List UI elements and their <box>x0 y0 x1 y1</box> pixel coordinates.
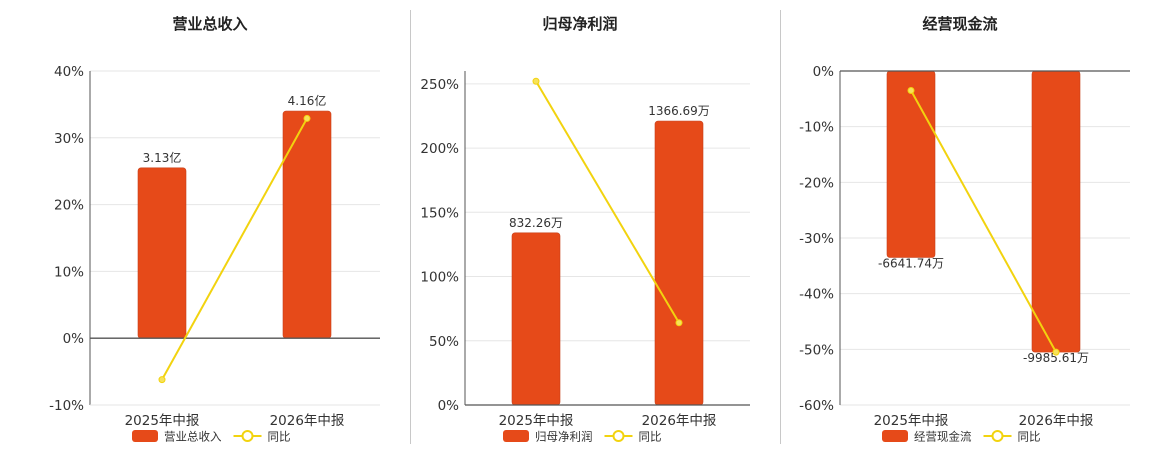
bar <box>886 70 936 258</box>
y-tick-label: -50% <box>799 342 834 358</box>
legend-line-marker <box>612 430 625 442</box>
x-tick-label: 2025年中报 <box>499 413 574 429</box>
panel-divider-2 <box>780 10 781 444</box>
chart-panel-2: 归母净利润 0% 50% 100% 150% 200% 250% 832.26万 1366.69… <box>420 15 750 444</box>
y-tick-label: 100% <box>420 270 459 286</box>
y-tick-label: -60% <box>799 398 834 414</box>
y-tick-label: -40% <box>799 287 834 303</box>
y-tick-label: -30% <box>799 231 834 247</box>
chart-panel-3: 经营现金流 -60% -50% -40% -30% -20% -10% 0% -6641.74万… <box>799 15 1130 444</box>
y-tick-label: 250% <box>420 77 459 93</box>
legend-line-marker <box>241 430 254 442</box>
x-tick-label: 2026年中报 <box>1019 413 1094 429</box>
panel-divider-1 <box>410 10 411 444</box>
line-point <box>532 77 540 85</box>
chart-title: 经营现金流 <box>922 15 997 33</box>
series-line <box>161 117 308 381</box>
legend-label: 同比 <box>639 430 662 444</box>
y-tick-label: 0% <box>813 64 835 80</box>
y-tick-label: 200% <box>420 141 459 157</box>
y-tick-label: 50% <box>429 334 459 350</box>
legend-label: 经营现金流 <box>914 430 972 444</box>
bar <box>511 232 561 406</box>
x-tick-label: 2025年中报 <box>125 413 200 429</box>
data-label: -6641.74万 <box>878 256 944 270</box>
legend-label: 营业总收入 <box>164 430 222 444</box>
bar <box>1031 70 1081 353</box>
chart-title: 营业总收入 <box>172 15 247 33</box>
y-tick-label: -10% <box>799 120 834 136</box>
y-tick-label: 10% <box>54 264 84 280</box>
legend-bar-swatch <box>132 430 158 442</box>
chart-panel-1: 营业总收入 -10% 0% 10% 20% 30% 40% 3.13亿 4.16亿 2025年中报… <box>49 15 380 444</box>
legend-bar-swatch <box>882 430 908 442</box>
x-tick-label: 2026年中报 <box>270 413 345 429</box>
data-label: 4.16亿 <box>288 93 327 108</box>
legend-label: 同比 <box>268 430 291 444</box>
legend-line-marker <box>991 430 1004 442</box>
bar <box>654 120 704 406</box>
legend-label: 归母净利润 <box>535 430 593 444</box>
bar <box>137 167 187 339</box>
data-label: 832.26万 <box>509 216 563 230</box>
x-tick-label: 2025年中报 <box>874 413 949 429</box>
series-line <box>910 89 1057 353</box>
data-label: -9985.61万 <box>1023 351 1089 365</box>
y-tick-label: 20% <box>54 198 84 214</box>
y-tick-label: 30% <box>54 131 84 147</box>
line-point <box>1052 348 1060 356</box>
y-tick-label: 0% <box>63 331 85 347</box>
legend-bar-swatch <box>503 430 529 442</box>
chart-title: 归母净利润 <box>542 15 617 33</box>
y-tick-label: -20% <box>799 175 834 191</box>
y-tick-label: 40% <box>54 64 84 80</box>
data-label: 3.13亿 <box>143 150 182 165</box>
line-point <box>907 86 915 94</box>
x-tick-label: 2026年中报 <box>642 413 717 429</box>
line-point <box>158 376 166 384</box>
legend-label: 同比 <box>1018 430 1041 444</box>
bar <box>282 110 332 339</box>
y-tick-label: -10% <box>49 398 84 414</box>
line-point <box>675 319 683 327</box>
data-label: 1366.69万 <box>648 104 710 118</box>
y-tick-label: 150% <box>420 205 459 221</box>
series-line <box>535 80 680 324</box>
y-tick-label: 0% <box>438 398 460 414</box>
line-point <box>303 114 311 122</box>
